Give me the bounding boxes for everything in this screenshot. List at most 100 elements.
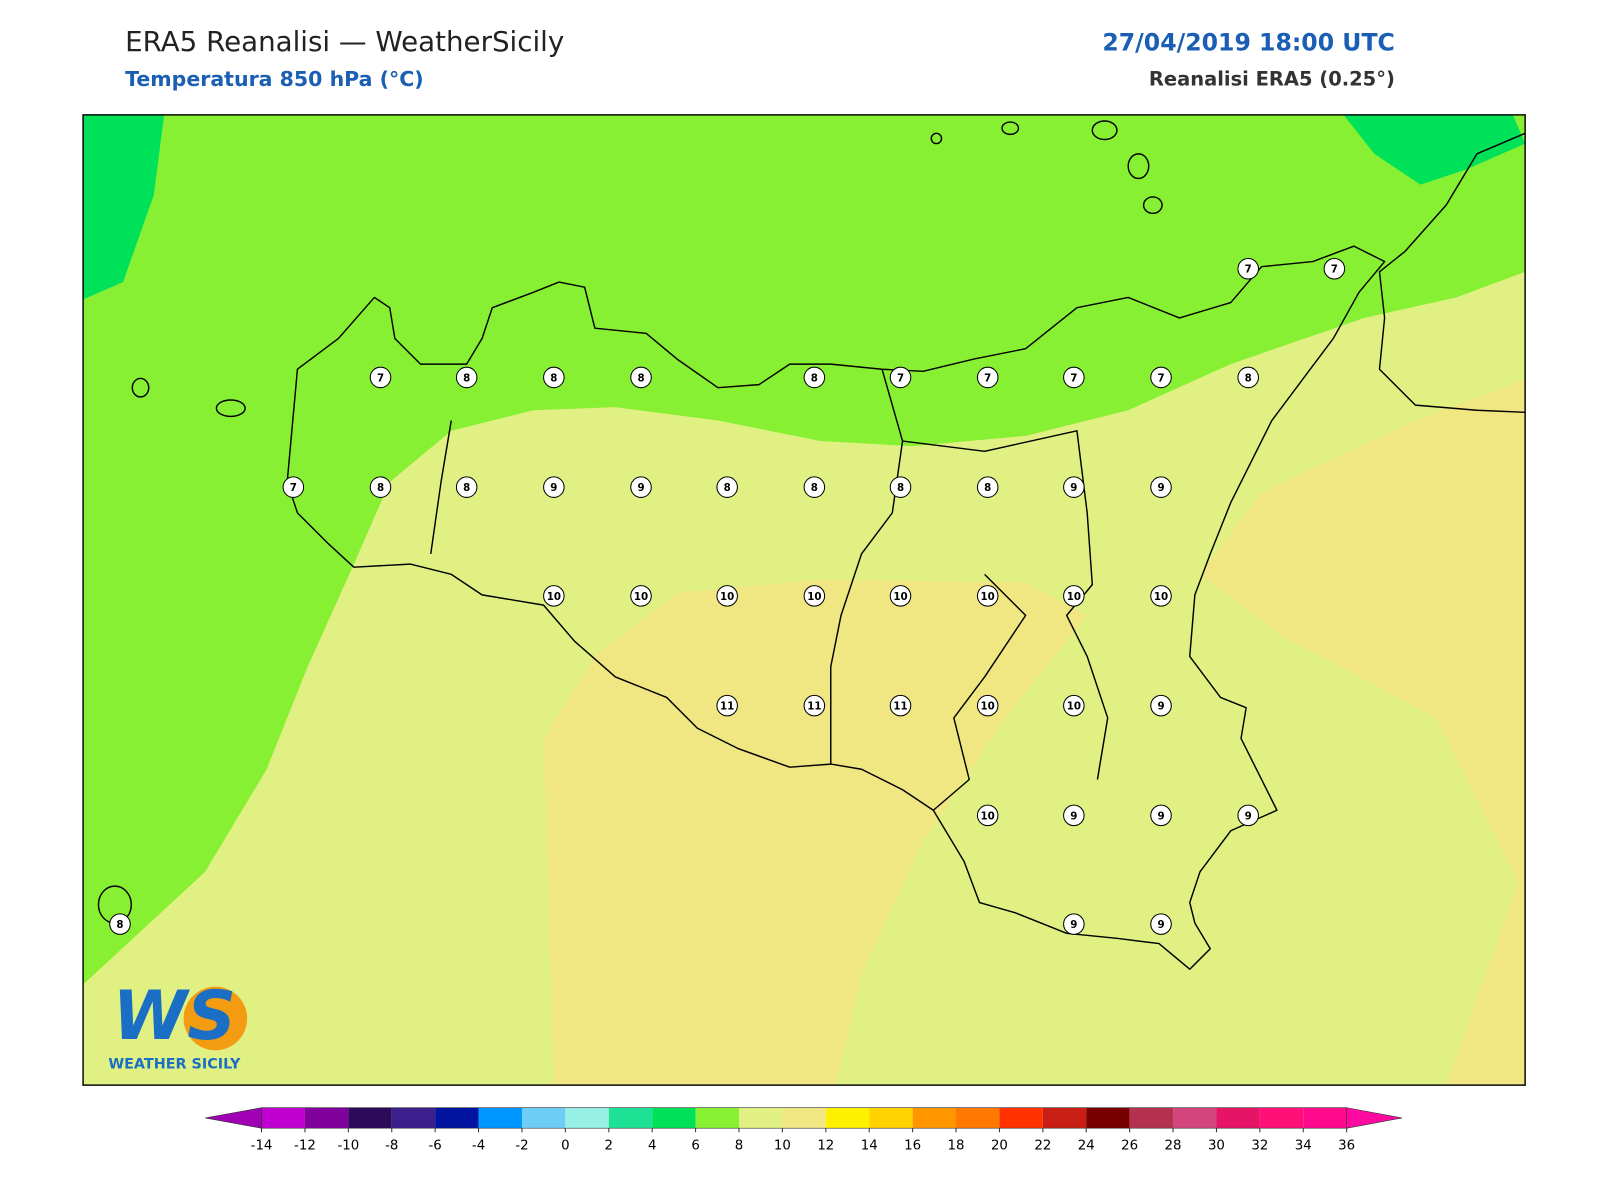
value-label: 8 — [1245, 372, 1252, 384]
value-label: 10 — [1067, 701, 1081, 713]
value-marker — [282, 476, 305, 498]
title: ERA5 Reanalisi — WeatherSicily — [125, 25, 564, 58]
colorbar-segment — [999, 1107, 1043, 1129]
value-marker — [889, 694, 912, 717]
source: Reanalisi ERA5 (0.25°) — [1149, 68, 1395, 91]
value-marker — [369, 476, 392, 498]
value-marker — [455, 476, 478, 498]
value-marker — [889, 585, 912, 607]
value-label: 7 — [1331, 264, 1338, 276]
colorbar-tick-label: -8 — [385, 1139, 398, 1154]
field-10-12 — [1200, 379, 1526, 1086]
value-label: 8 — [116, 919, 123, 931]
value-label: 9 — [1070, 919, 1077, 931]
value-label: 10 — [720, 591, 734, 603]
value-marker — [630, 366, 652, 389]
colorbar-segment — [391, 1107, 436, 1129]
colorbar-frame — [261, 1107, 1347, 1129]
colorbar-tick-label: 6 — [691, 1139, 699, 1154]
value-label: 10 — [981, 701, 995, 713]
colorbar-tick-label: -2 — [515, 1139, 528, 1154]
island — [930, 132, 943, 145]
field-10-12 — [543, 579, 1088, 1086]
colorbar-segment — [956, 1107, 1000, 1129]
colorbar-segment — [565, 1107, 609, 1129]
value-label: 8 — [550, 372, 557, 384]
colorbar-tick-label: 36 — [1338, 1139, 1355, 1154]
value-label: 7 — [377, 372, 384, 384]
value-label: 9 — [1157, 810, 1164, 822]
value-marker — [1150, 913, 1172, 935]
value-label: 7 — [984, 372, 991, 384]
colorbar-tick-label: 4 — [648, 1139, 656, 1154]
value-label: 10 — [1067, 591, 1081, 603]
value-marker — [1237, 366, 1259, 389]
value-marker — [1063, 913, 1085, 935]
colorbar-tick-label: 12 — [817, 1139, 834, 1154]
colorbar-tick-label: 2 — [605, 1139, 613, 1154]
value-marker — [976, 694, 999, 717]
value-marker — [716, 694, 738, 717]
field-6-8 — [83, 114, 1526, 985]
colorbar-tick-label: -4 — [472, 1139, 485, 1154]
value-label: 8 — [463, 482, 470, 494]
colorbar-segment — [348, 1107, 392, 1129]
colorbar-segment — [261, 1107, 305, 1129]
colorbar-tick-label: 0 — [561, 1139, 569, 1154]
value-label: 8 — [811, 372, 818, 384]
value-label: 10 — [807, 591, 821, 603]
value-label: 11 — [720, 701, 734, 713]
value-marker — [1063, 476, 1085, 498]
colorbar-segment — [1173, 1107, 1217, 1129]
value-label: 10 — [981, 591, 995, 603]
value-label: 9 — [637, 482, 644, 494]
value-marker — [1150, 476, 1172, 498]
value-label: 9 — [1157, 701, 1164, 713]
value-marker — [889, 476, 912, 498]
value-label: 10 — [634, 591, 648, 603]
value-marker — [369, 366, 392, 389]
colorbar-segment — [1086, 1107, 1130, 1129]
value-marker — [1063, 366, 1085, 389]
colorbar-segment — [1259, 1107, 1304, 1129]
value-marker — [1237, 257, 1259, 280]
value-marker — [803, 366, 826, 389]
value-marker — [1150, 694, 1172, 717]
island — [1142, 196, 1163, 215]
colorbar-tick-label: 14 — [861, 1139, 878, 1154]
value-label: 9 — [1157, 482, 1164, 494]
colorbar-tick-label: 26 — [1121, 1139, 1138, 1154]
value-marker — [455, 366, 478, 389]
colorbar-segment — [695, 1107, 739, 1129]
value-label: 10 — [893, 591, 907, 603]
colorbar-under — [205, 1107, 262, 1129]
colorbar-segment — [1216, 1107, 1260, 1129]
value-points: 7 7 7 8 8 8 8 7 7 7 7 8 7 8 8 9 9 8 8 8 8 9 9 10 10 10 10 10 10 10 10 1… — [109, 257, 1346, 935]
island — [131, 377, 150, 398]
island — [215, 399, 246, 418]
value-label: 9 — [550, 482, 557, 494]
value-marker — [543, 476, 565, 498]
colorbar-segment — [1042, 1107, 1087, 1129]
logo-name: WEATHER SICILY — [108, 1057, 241, 1073]
colorbar-tick-label: 18 — [948, 1139, 965, 1154]
value-marker — [976, 366, 999, 389]
value-label: 7 — [1245, 264, 1252, 276]
colorbar-tick-label: 24 — [1078, 1139, 1095, 1154]
value-marker — [1150, 366, 1172, 389]
island — [1127, 153, 1150, 180]
value-marker — [1323, 257, 1346, 280]
value-label: 8 — [637, 372, 644, 384]
value-marker — [716, 476, 738, 498]
value-label: 9 — [1245, 810, 1252, 822]
colorbar-tick-label: 20 — [991, 1139, 1008, 1154]
logo-mark: WS — [113, 976, 236, 1055]
value-label: 8 — [463, 372, 470, 384]
colorbar-segment — [782, 1107, 826, 1129]
colorbar-tick-label: -10 — [337, 1139, 359, 1154]
value-label: 7 — [897, 372, 904, 384]
logo: WS WEATHER SICILY — [108, 976, 248, 1073]
colorbar-segment — [738, 1107, 783, 1129]
colorbar-segment — [608, 1107, 653, 1129]
colorbar-tick-label: -6 — [429, 1139, 442, 1154]
